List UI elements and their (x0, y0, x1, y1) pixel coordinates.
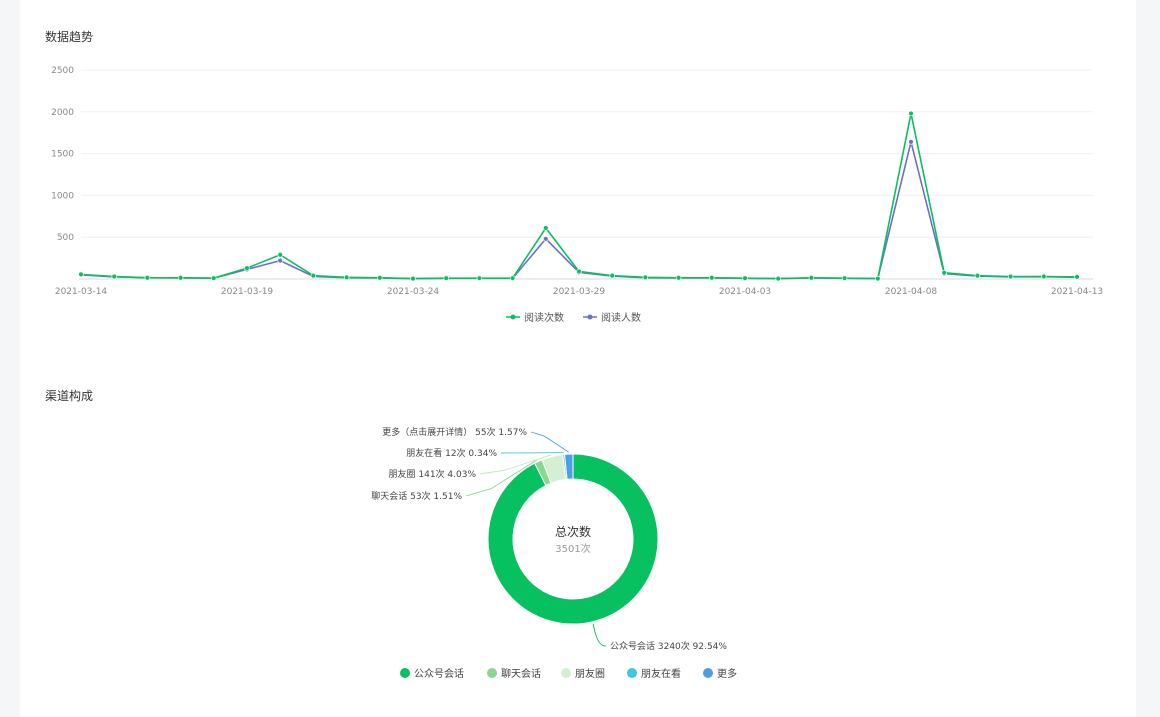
legend-item-2[interactable]: 聊天会话 (501, 667, 541, 680)
x-tick-label: 2021-03-29 (553, 287, 606, 297)
legend-dot (400, 668, 410, 678)
data-point[interactable] (1007, 273, 1014, 280)
trend-section-title: 数据趋势 (45, 30, 94, 44)
legend-dot (627, 668, 637, 678)
data-point[interactable] (343, 274, 350, 281)
x-tick-label: 2021-04-13 (1051, 287, 1103, 297)
donut-center-value: 3501次 (555, 542, 590, 555)
leader-line (479, 454, 552, 475)
data-point[interactable] (576, 268, 582, 275)
data-point[interactable] (742, 275, 748, 281)
content-card: 数据趋势 500 1000 1500 2000 2500 2021-03-14 2021-0… (20, 0, 1136, 717)
x-tick-label: 2021-03-19 (221, 287, 274, 297)
data-point[interactable] (310, 272, 317, 279)
data-point[interactable] (808, 275, 815, 281)
leader-line (465, 459, 538, 497)
legend-item-3[interactable]: 朋友圈 (575, 667, 605, 680)
channel-section-title: 渠道构成 (45, 389, 94, 403)
donut-center-title: 总次数 (555, 524, 591, 539)
data-point[interactable] (675, 275, 682, 281)
legend-dot (703, 668, 713, 678)
slice-label-1: 公众号会话 3240次 92.54% (610, 640, 727, 652)
x-tick-label: 2021-03-24 (387, 287, 440, 297)
donut-slice-5[interactable] (564, 453, 574, 480)
data-point[interactable] (177, 275, 184, 281)
x-tick-label: 2021-04-08 (885, 287, 938, 297)
legend-item-4[interactable]: 朋友在看 (641, 667, 681, 680)
data-point[interactable] (476, 275, 483, 281)
data-point[interactable] (543, 225, 549, 231)
legend-item-1[interactable]: 公众号会话 (414, 667, 464, 680)
data-point[interactable] (775, 275, 781, 282)
data-point[interactable] (410, 275, 416, 282)
y-tick-label: 2000 (51, 108, 74, 118)
data-point[interactable] (111, 273, 117, 280)
legend-dot (561, 668, 571, 678)
slice-label-2: 聊天会话 53次 1.51% (371, 490, 462, 502)
data-point[interactable] (1041, 273, 1047, 280)
data-point[interactable] (144, 275, 151, 281)
y-tick-label: 2500 (51, 66, 74, 76)
y-tick-label: 500 (57, 233, 74, 243)
legend-label-1[interactable]: 阅读次数 (524, 311, 564, 324)
slice-label-4: 朋友在看 12次 0.34% (406, 447, 497, 459)
legend-label-2[interactable]: 阅读人数 (601, 311, 641, 324)
slice-label-5: 更多（点击展开详情） 55次 1.57% (382, 426, 527, 438)
legend-swatch-dot (587, 314, 593, 320)
data-point[interactable] (244, 265, 250, 271)
data-point[interactable] (443, 275, 449, 281)
legend-swatch-dot (510, 314, 516, 320)
data-point[interactable] (841, 275, 848, 281)
trend-line-chart: 500 1000 1500 2000 2500 2021-03-14 2021-03-19 2… (51, 66, 1103, 324)
slice-label-3: 朋友圈 141次 4.03% (389, 468, 477, 480)
data-point[interactable] (277, 257, 283, 264)
data-point[interactable] (1074, 274, 1080, 280)
leader-line (592, 623, 607, 647)
x-tick-label: 2021-04-03 (719, 287, 771, 297)
data-point[interactable] (941, 270, 947, 276)
data-point[interactable] (78, 271, 84, 278)
x-tick-label: 2021-03-14 (55, 287, 108, 297)
data-point[interactable] (875, 275, 881, 282)
data-point[interactable] (377, 275, 383, 281)
data-point[interactable] (543, 236, 549, 242)
leader-line (530, 431, 569, 453)
y-tick-label: 1000 (51, 191, 74, 201)
data-point[interactable] (709, 275, 715, 281)
data-point[interactable] (277, 252, 283, 258)
donut-slice-1[interactable] (487, 453, 659, 625)
series-line-2 (80, 141, 1078, 280)
data-point[interactable] (908, 110, 914, 117)
data-point[interactable] (974, 272, 981, 279)
y-tick-label: 1500 (51, 150, 74, 160)
data-point[interactable] (642, 274, 649, 281)
legend-item-5[interactable]: 更多 (717, 667, 737, 680)
legend-dot (487, 668, 497, 678)
series-line-1 (80, 113, 1078, 280)
data-point[interactable] (211, 275, 217, 281)
data-point[interactable] (908, 139, 914, 145)
data-point[interactable] (609, 272, 615, 279)
data-point[interactable] (509, 275, 516, 281)
